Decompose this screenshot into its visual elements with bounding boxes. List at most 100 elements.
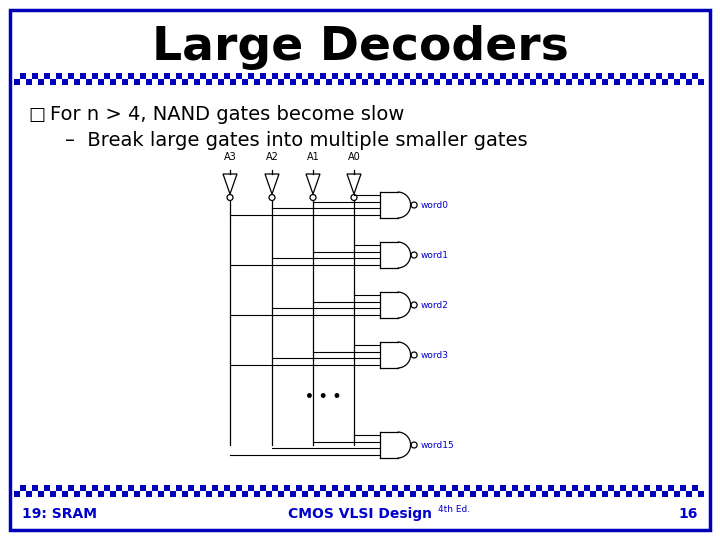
Bar (356, 73, 362, 79)
Bar (512, 485, 518, 491)
Bar (248, 73, 254, 79)
Bar (56, 73, 62, 79)
Bar (104, 73, 110, 79)
Text: CMOS VLSI Design: CMOS VLSI Design (288, 507, 432, 521)
Bar (134, 491, 140, 497)
Bar (422, 79, 428, 85)
Bar (152, 73, 158, 79)
Bar (86, 79, 92, 85)
Bar (260, 73, 266, 79)
Bar (326, 491, 332, 497)
Bar (332, 485, 338, 491)
Bar (350, 491, 356, 497)
Bar (542, 491, 548, 497)
Bar (626, 79, 632, 85)
Bar (362, 79, 368, 85)
Bar (32, 73, 38, 79)
Bar (446, 491, 452, 497)
Bar (506, 79, 512, 85)
Bar (104, 485, 110, 491)
Bar (590, 79, 596, 85)
Bar (566, 491, 572, 497)
Bar (116, 485, 122, 491)
Bar (422, 491, 428, 497)
Bar (68, 485, 74, 491)
Bar (374, 491, 380, 497)
Bar (290, 79, 296, 85)
Bar (668, 485, 674, 491)
Bar (134, 79, 140, 85)
Bar (20, 73, 26, 79)
Bar (308, 73, 314, 79)
Bar (92, 73, 98, 79)
Bar (122, 491, 128, 497)
Bar (674, 491, 680, 497)
Bar (158, 79, 164, 85)
Bar (242, 491, 248, 497)
Bar (452, 73, 458, 79)
Bar (236, 485, 242, 491)
Bar (212, 485, 218, 491)
Bar (440, 73, 446, 79)
Bar (356, 485, 362, 491)
Bar (50, 79, 56, 85)
Bar (488, 73, 494, 79)
Bar (614, 491, 620, 497)
Bar (608, 73, 614, 79)
Bar (236, 73, 242, 79)
Bar (536, 485, 542, 491)
Bar (368, 73, 374, 79)
Bar (680, 73, 686, 79)
Text: word15: word15 (420, 441, 454, 449)
Bar (680, 485, 686, 491)
Bar (122, 79, 128, 85)
Bar (128, 485, 134, 491)
Bar (350, 79, 356, 85)
Bar (410, 79, 416, 85)
Bar (332, 73, 338, 79)
Bar (338, 491, 344, 497)
Bar (380, 485, 386, 491)
Bar (416, 485, 422, 491)
Bar (548, 485, 554, 491)
Bar (626, 491, 632, 497)
Bar (374, 79, 380, 85)
Text: □: □ (28, 106, 45, 124)
Bar (266, 491, 272, 497)
Text: 4th Ed.: 4th Ed. (438, 504, 470, 514)
Bar (44, 485, 50, 491)
Text: –  Break large gates into multiple smaller gates: – Break large gates into multiple smalle… (65, 131, 528, 150)
Bar (308, 485, 314, 491)
Bar (578, 79, 584, 85)
Bar (608, 485, 614, 491)
Bar (206, 79, 212, 85)
Bar (416, 73, 422, 79)
Bar (164, 485, 170, 491)
Bar (398, 79, 404, 85)
Bar (656, 485, 662, 491)
Text: word1: word1 (420, 251, 449, 260)
Bar (302, 79, 308, 85)
Bar (176, 73, 182, 79)
Text: 19: SRAM: 19: SRAM (22, 507, 97, 521)
Text: word0: word0 (420, 200, 449, 210)
Bar (284, 485, 290, 491)
Bar (428, 485, 434, 491)
Bar (386, 79, 392, 85)
Bar (578, 491, 584, 497)
Bar (524, 73, 530, 79)
Bar (452, 485, 458, 491)
Bar (542, 79, 548, 85)
Bar (518, 79, 524, 85)
Text: • • •: • • • (305, 390, 341, 404)
Bar (218, 491, 224, 497)
Bar (446, 79, 452, 85)
Bar (494, 491, 500, 497)
Bar (434, 491, 440, 497)
Bar (404, 73, 410, 79)
Bar (632, 73, 638, 79)
Bar (428, 73, 434, 79)
Bar (596, 485, 602, 491)
Bar (98, 79, 104, 85)
Bar (14, 491, 20, 497)
